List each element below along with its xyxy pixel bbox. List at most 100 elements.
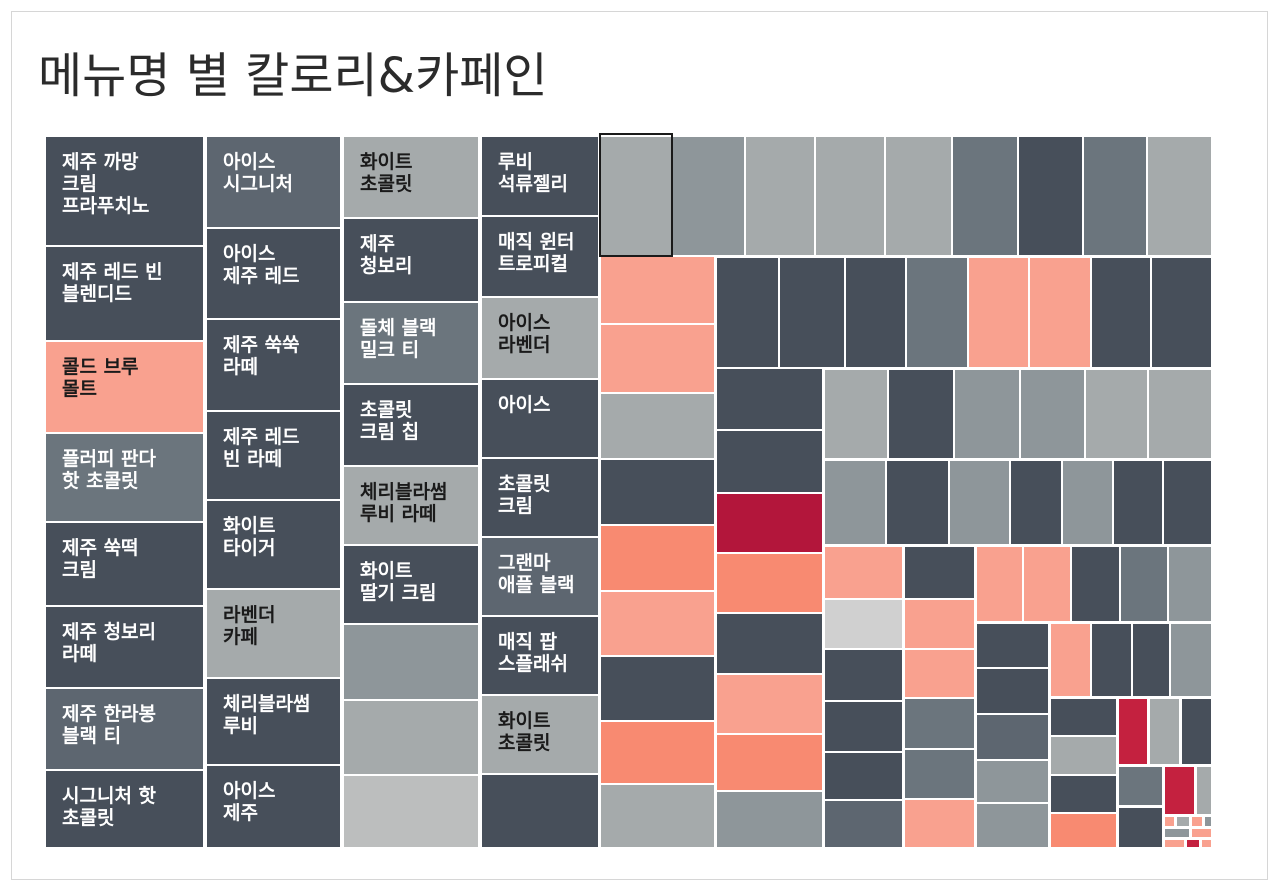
treemap-tile[interactable]: [715, 673, 824, 735]
treemap-tile-labeled[interactable]: [205, 318, 342, 412]
treemap-tile[interactable]: [599, 255, 716, 325]
treemap-tile[interactable]: [1200, 838, 1213, 849]
treemap-tile-labeled[interactable]: [342, 301, 480, 385]
treemap-tile-labeled[interactable]: [205, 764, 342, 849]
treemap-tile[interactable]: [1049, 774, 1118, 814]
treemap-tile[interactable]: [599, 458, 716, 526]
treemap-tile[interactable]: [967, 256, 1030, 369]
treemap-tile[interactable]: [1090, 622, 1133, 698]
treemap-tile[interactable]: [1082, 135, 1148, 257]
treemap-tile[interactable]: [903, 748, 976, 800]
treemap-tile[interactable]: [1049, 812, 1118, 849]
treemap-tile[interactable]: [975, 759, 1050, 804]
treemap-tile[interactable]: [1117, 697, 1149, 766]
treemap-tile[interactable]: [715, 492, 824, 554]
treemap-tile[interactable]: [715, 612, 824, 675]
treemap-tile[interactable]: [975, 622, 1050, 669]
treemap-tile[interactable]: [905, 256, 969, 369]
treemap-tile-labeled[interactable]: [480, 215, 600, 298]
treemap-tile[interactable]: [814, 135, 886, 257]
treemap-tile[interactable]: [823, 700, 904, 753]
treemap-tile-labeled[interactable]: [480, 615, 600, 696]
treemap-tile[interactable]: [1147, 368, 1213, 460]
treemap-tile[interactable]: [975, 713, 1050, 761]
treemap-tile[interactable]: [1117, 806, 1164, 849]
treemap-tile[interactable]: [1009, 459, 1063, 546]
treemap-tile[interactable]: [1175, 815, 1191, 828]
treemap-tile[interactable]: [1049, 622, 1092, 698]
treemap-tile-labeled[interactable]: [205, 677, 342, 766]
treemap-tile[interactable]: [1180, 697, 1213, 766]
treemap-tile[interactable]: [599, 135, 673, 257]
treemap-tile[interactable]: [599, 720, 716, 785]
treemap-tile[interactable]: [1185, 838, 1201, 849]
treemap-tile[interactable]: [975, 802, 1050, 849]
treemap-tile[interactable]: [342, 774, 480, 849]
treemap-tile[interactable]: [715, 367, 824, 431]
treemap-tile[interactable]: [1163, 815, 1176, 828]
treemap-tile[interactable]: [903, 545, 976, 600]
treemap-tile-labeled[interactable]: [480, 378, 600, 459]
treemap-tile[interactable]: [1084, 368, 1149, 460]
treemap-tile[interactable]: [1167, 545, 1213, 623]
treemap-tile[interactable]: [480, 773, 600, 849]
treemap-tile[interactable]: [715, 429, 824, 494]
treemap-tile[interactable]: [948, 459, 1011, 546]
treemap-tile[interactable]: [599, 783, 716, 849]
treemap-tile[interactable]: [1070, 545, 1121, 623]
treemap-tile[interactable]: [1017, 135, 1084, 257]
treemap-tile[interactable]: [1163, 838, 1186, 849]
treemap-tile[interactable]: [1019, 368, 1086, 460]
treemap-tile[interactable]: [1131, 622, 1171, 698]
treemap-tile-labeled[interactable]: [44, 245, 205, 342]
treemap-tile[interactable]: [823, 799, 904, 849]
treemap-tile-labeled[interactable]: [342, 135, 480, 219]
treemap-tile[interactable]: [903, 648, 976, 699]
treemap-tile[interactable]: [823, 598, 904, 650]
treemap-tile-labeled[interactable]: [342, 217, 480, 303]
treemap-tile[interactable]: [1090, 256, 1152, 369]
treemap-tile[interactable]: [342, 623, 480, 701]
treemap-tile[interactable]: [903, 697, 976, 750]
treemap-tile[interactable]: [1148, 697, 1181, 766]
treemap-tile[interactable]: [778, 256, 846, 369]
treemap-tile[interactable]: [884, 135, 953, 257]
treemap-tile-labeled[interactable]: [205, 499, 342, 590]
treemap-tile-labeled[interactable]: [44, 687, 205, 771]
treemap-tile[interactable]: [823, 751, 904, 801]
treemap-tile-labeled[interactable]: [205, 410, 342, 501]
treemap-tile[interactable]: [1028, 256, 1092, 369]
treemap-tile-labeled[interactable]: [205, 588, 342, 679]
treemap-tile[interactable]: [1112, 459, 1164, 546]
treemap-tile[interactable]: [599, 524, 716, 592]
treemap-tile-labeled[interactable]: [480, 694, 600, 775]
treemap-tile[interactable]: [885, 459, 950, 546]
treemap-tile[interactable]: [342, 699, 480, 776]
treemap-tile[interactable]: [975, 667, 1050, 715]
treemap-tile[interactable]: [1049, 697, 1118, 737]
treemap-tile[interactable]: [715, 733, 824, 792]
treemap-tile[interactable]: [953, 368, 1021, 460]
treemap-tile[interactable]: [1195, 765, 1213, 816]
treemap-tile-labeled[interactable]: [342, 544, 480, 625]
treemap-tile-labeled[interactable]: [44, 769, 205, 849]
treemap-tile-labeled[interactable]: [44, 605, 205, 689]
treemap-tile[interactable]: [1162, 459, 1213, 546]
treemap-tile-labeled[interactable]: [44, 135, 205, 247]
treemap-tile[interactable]: [1150, 256, 1213, 369]
treemap-tile[interactable]: [1061, 459, 1114, 546]
treemap-tile[interactable]: [1190, 815, 1204, 828]
treemap-tile[interactable]: [1119, 545, 1169, 623]
treemap-tile[interactable]: [823, 648, 904, 702]
treemap-tile[interactable]: [1022, 545, 1072, 623]
treemap-tile-labeled[interactable]: [205, 135, 342, 229]
treemap-tile-labeled[interactable]: [342, 465, 480, 546]
treemap-tile[interactable]: [975, 545, 1024, 623]
treemap-tile[interactable]: [951, 135, 1019, 257]
treemap-tile[interactable]: [903, 598, 976, 650]
treemap-tile[interactable]: [1049, 735, 1118, 776]
treemap-tile[interactable]: [599, 323, 716, 394]
treemap-tile[interactable]: [1117, 765, 1164, 807]
treemap-tile[interactable]: [599, 590, 716, 657]
treemap-tile-labeled[interactable]: [480, 296, 600, 380]
